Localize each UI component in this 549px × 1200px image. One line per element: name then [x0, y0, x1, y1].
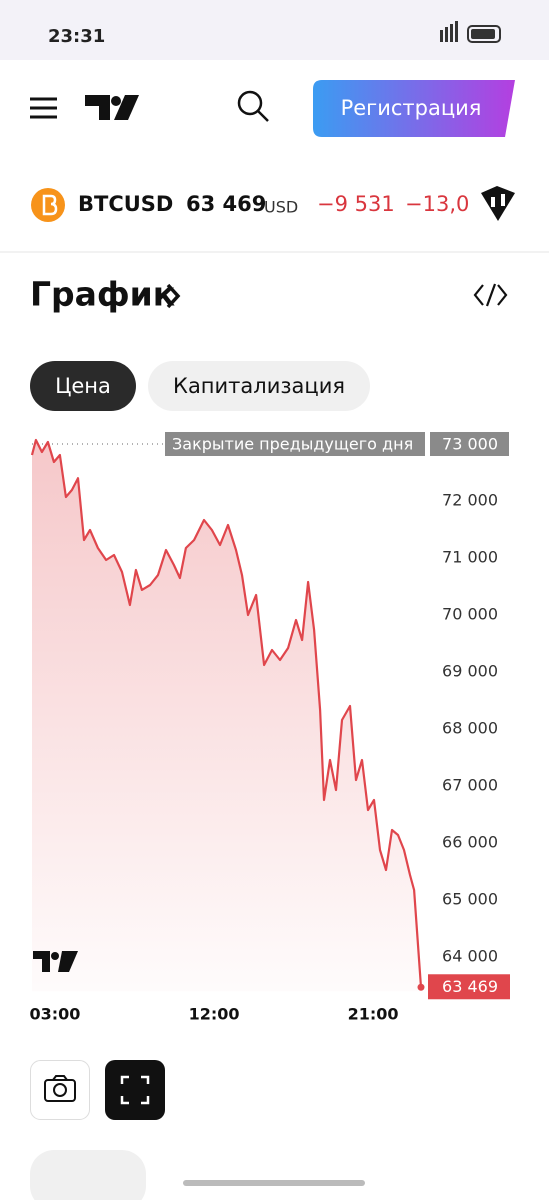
chart: Закрытие предыдущего дня 73 000 64 000 65 0… [30, 432, 510, 1024]
ticker-price: 63 469 [186, 192, 266, 216]
status-icons [440, 21, 501, 43]
last-value-box [428, 974, 510, 1000]
status-time: 23:31 [48, 26, 105, 47]
screenshot-button[interactable] [30, 1060, 90, 1120]
menu-icon[interactable] [30, 97, 57, 119]
partial-button[interactable] [30, 1150, 146, 1200]
y-tick-label: 72 000 [442, 491, 498, 510]
y-tick-label: 69 000 [442, 662, 498, 681]
y-tick-label: 67 000 [442, 776, 498, 795]
embed-icon[interactable] [473, 283, 508, 307]
ticker-change: −9 531 [317, 192, 395, 216]
camera-icon [44, 1075, 76, 1102]
bitcoin-icon [31, 188, 65, 222]
register-label[interactable]: Регистрация [341, 96, 482, 120]
tab-label[interactable]: Цена [55, 374, 111, 398]
reference-label: Закрытие предыдущего дня [172, 435, 413, 454]
chart-logo [33, 951, 78, 972]
reference-value: 73 000 [442, 435, 498, 454]
ticker-change-percent: −13,0 [405, 192, 469, 216]
logo[interactable] [85, 95, 139, 120]
y-tick-label: 65 000 [442, 890, 498, 909]
y-tick-label: 66 000 [442, 833, 498, 852]
fullscreen-icon [120, 1075, 150, 1105]
last-point [417, 983, 425, 991]
reference-value-box [430, 432, 509, 456]
line [30, 438, 423, 988]
y-tick-label: 70 000 [442, 605, 498, 624]
ticker-symbol: BTCUSD [78, 192, 173, 216]
tab-label[interactable]: Капитализация [173, 374, 345, 398]
register-button[interactable] [313, 80, 515, 137]
tab[interactable] [148, 361, 370, 411]
search-icon[interactable] [237, 90, 269, 122]
bitcoin-glyph [42, 194, 58, 216]
y-tick-label: 64 000 [442, 947, 498, 966]
ticker-currency: USD [264, 198, 298, 217]
home-indicator [183, 1180, 365, 1186]
last-value-label: 63 469 [442, 977, 498, 996]
y-tick-label: 71 000 [442, 548, 498, 567]
y-tick-label: 68 000 [442, 719, 498, 738]
section-title[interactable]: График [30, 275, 175, 314]
x-tick-label: 21:00 [348, 1005, 399, 1024]
x-tick-label: 12:00 [189, 1005, 240, 1024]
tab-active[interactable] [30, 361, 136, 411]
candle-icon [481, 186, 515, 221]
reference-label-box [165, 432, 425, 456]
fullscreen-button[interactable] [105, 1060, 165, 1120]
area [32, 440, 421, 992]
chevron [166, 283, 181, 309]
x-tick-label: 03:00 [30, 1005, 81, 1024]
